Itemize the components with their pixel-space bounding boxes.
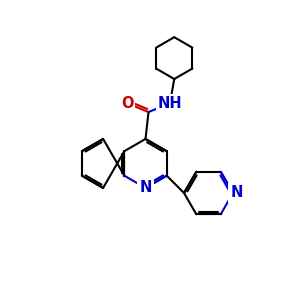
Text: N: N [230, 185, 243, 200]
Text: NH: NH [158, 96, 182, 111]
Text: O: O [121, 96, 133, 111]
Text: N: N [139, 180, 152, 195]
